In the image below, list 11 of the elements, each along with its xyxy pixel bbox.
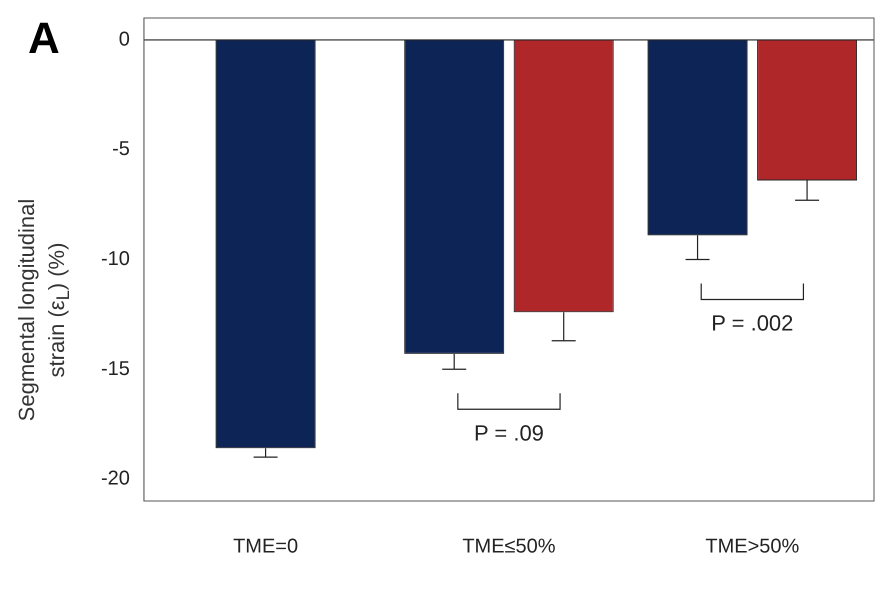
y-tick-label: -10 bbox=[101, 248, 130, 270]
annotation: P = .002 bbox=[711, 310, 794, 336]
x-tick-label: TME≤50% bbox=[462, 536, 556, 558]
y-tick-label: -20 bbox=[101, 468, 130, 490]
y-tick-label: 0 bbox=[118, 28, 130, 50]
x-tick-label: TME=0 bbox=[233, 536, 298, 558]
annotation: P = .09 bbox=[474, 420, 544, 446]
y-tick-label: -5 bbox=[112, 138, 130, 160]
x-tick-label: TME>50% bbox=[705, 536, 800, 558]
y-tick-label: -15 bbox=[101, 358, 130, 380]
chart-title: A bbox=[28, 14, 60, 64]
